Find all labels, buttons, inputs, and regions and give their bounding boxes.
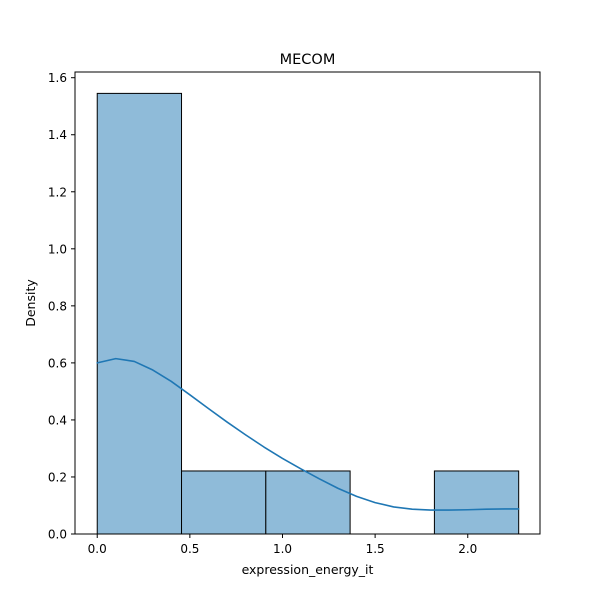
x-tick-label: 1.5 [366,542,385,556]
y-tick-label: 0.4 [48,413,67,427]
histogram-bar [433,470,520,535]
x-tick-label: 0.5 [180,542,199,556]
y-tick-label: 0.0 [48,528,67,542]
y-tick-label: 1.2 [48,185,67,199]
y-tick-label: 0.6 [48,356,67,370]
plot-area-frame [74,71,541,535]
histogram-bar [96,92,183,535]
y-tick-label: 0.2 [48,470,67,484]
kde-density-line [96,357,520,511]
histogram-bar [265,470,351,535]
y-tick-label: 0.8 [48,299,67,313]
x-tick-label: 0.0 [88,542,107,556]
y-tick-label: 1.0 [48,242,67,256]
x-tick-label: 1.0 [273,542,292,556]
bars-layer [96,92,520,535]
chart-title: MECOM [280,52,336,68]
y-axis: 0.0 0.2 0.4 0.6 0.8 1.0 1.2 1.4 1.6 [48,71,75,542]
histogram-bar [181,470,267,535]
y-axis-label: Density [23,279,38,327]
kde-layer [96,357,520,511]
y-tick-label: 1.4 [48,128,67,142]
y-tick-label: 1.6 [48,71,67,85]
x-axis: 0.0 0.5 1.0 1.5 2.0 [88,534,477,556]
x-axis-label: expression_energy_it [242,562,374,577]
x-tick-label: 2.0 [458,542,477,556]
